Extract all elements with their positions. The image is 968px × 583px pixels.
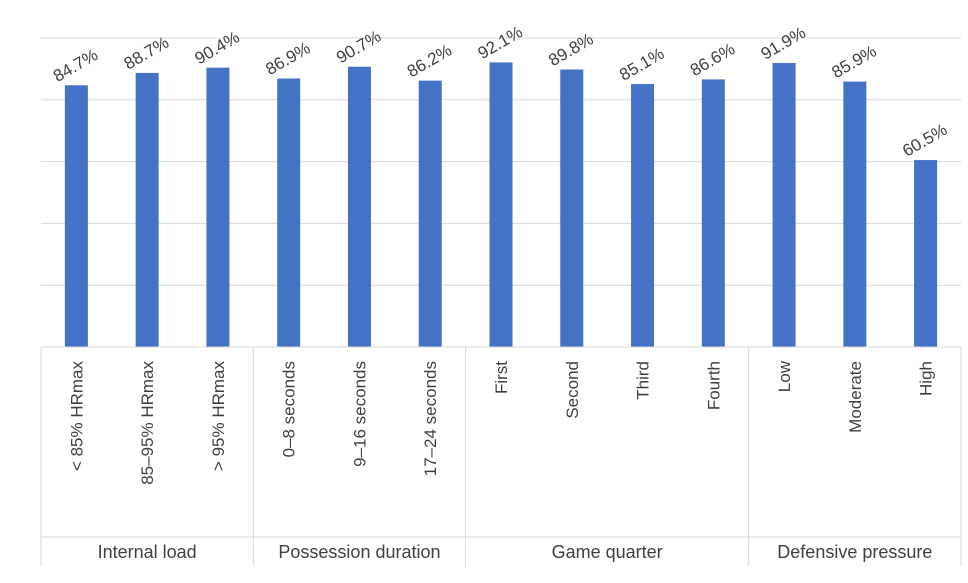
category-label: Fourth bbox=[704, 361, 723, 410]
bar bbox=[701, 79, 725, 347]
bar bbox=[489, 62, 513, 347]
category-label: Moderate bbox=[846, 361, 865, 433]
category-label: 9–16 seconds bbox=[350, 361, 369, 467]
category-label: < 85% HRmax bbox=[67, 361, 86, 472]
bar bbox=[64, 85, 88, 347]
category-label: Low bbox=[775, 360, 794, 392]
bar bbox=[135, 72, 159, 348]
group-label: Game quarter bbox=[552, 542, 663, 562]
category-label: 17–24 seconds bbox=[421, 361, 440, 476]
bar bbox=[631, 84, 655, 347]
bar bbox=[347, 66, 371, 347]
x-axis: Internal load Possession duration Game qua… bbox=[40, 346, 962, 566]
category-label: Third bbox=[634, 361, 653, 400]
group-label: Defensive pressure bbox=[777, 542, 932, 562]
bar bbox=[277, 78, 301, 347]
category-label: Second bbox=[563, 361, 582, 419]
category-label: > 95% HRmax bbox=[209, 361, 228, 472]
category-label: 85–95% HRmax bbox=[138, 361, 157, 485]
bar bbox=[206, 67, 230, 347]
category-label: 0–8 seconds bbox=[280, 361, 299, 457]
category-label: First bbox=[492, 361, 511, 394]
bar bbox=[914, 160, 938, 347]
bar bbox=[418, 80, 442, 347]
bar bbox=[772, 63, 796, 348]
bar bbox=[843, 81, 867, 347]
bar bbox=[560, 69, 584, 347]
group-label: Internal load bbox=[98, 542, 197, 562]
bars bbox=[64, 62, 938, 348]
category-label: High bbox=[917, 361, 936, 396]
group-label: Possession duration bbox=[278, 542, 440, 562]
